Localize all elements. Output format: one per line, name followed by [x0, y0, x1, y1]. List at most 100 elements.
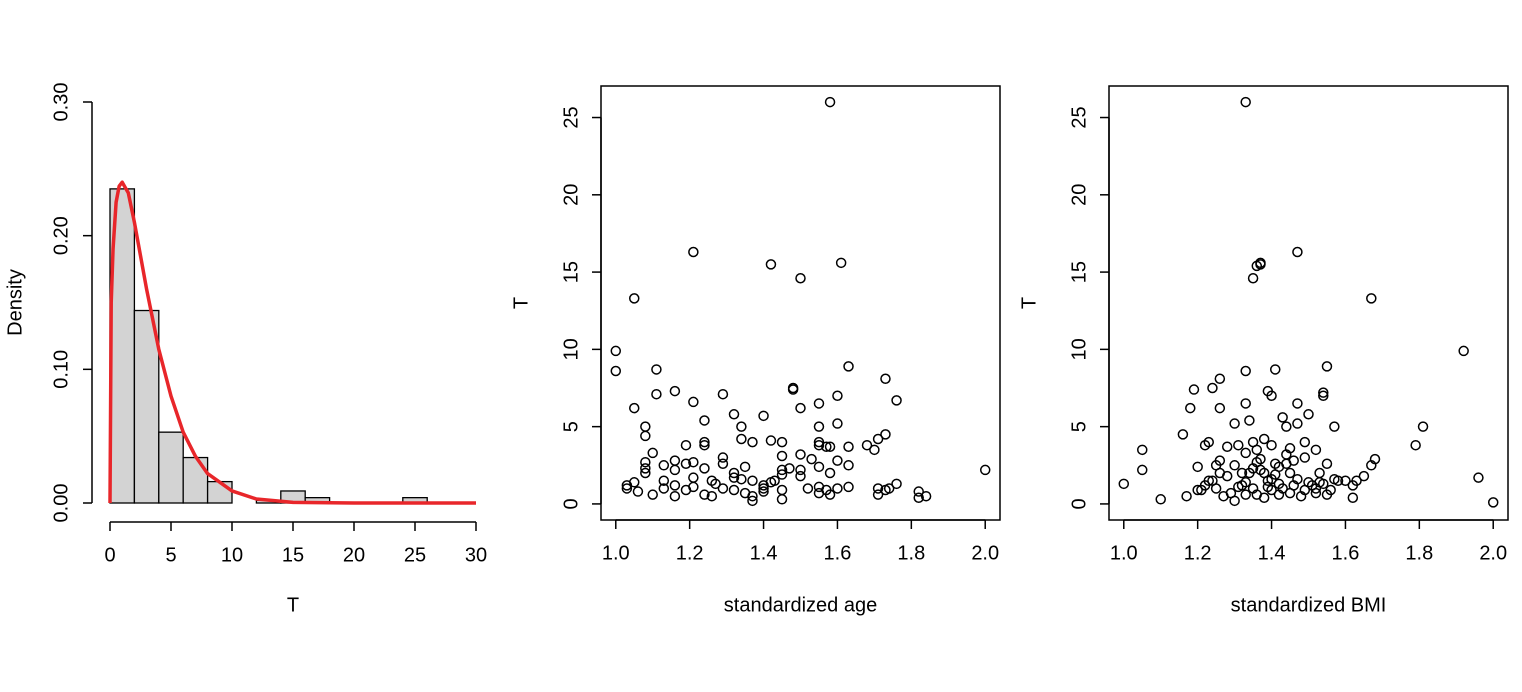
scatter-point — [872, 483, 884, 494]
scatter-point — [1314, 477, 1325, 488]
scatter-point — [1288, 480, 1299, 491]
scatter-point — [832, 483, 843, 494]
x-tick-label: 30 — [465, 544, 487, 566]
scatter-point — [736, 433, 747, 445]
x-tick-label: 1.6 — [1332, 542, 1360, 564]
scatter-point — [680, 439, 692, 451]
scatter-point — [1310, 444, 1322, 456]
scatter-point — [1207, 475, 1218, 486]
y-tick-label: 0 — [560, 498, 582, 509]
scatter-point — [688, 246, 699, 258]
scatter-point — [1247, 273, 1259, 284]
scatter-point — [647, 489, 658, 500]
scatter-point — [1266, 390, 1277, 401]
x-tick-label: 2.0 — [971, 542, 999, 564]
y-tick-label: 20 — [1068, 184, 1090, 206]
scatter-point — [832, 390, 843, 401]
x-tick-label: 20 — [343, 544, 365, 566]
scatter-point — [1284, 467, 1296, 479]
scatter-point — [640, 430, 651, 442]
scatter-point — [669, 480, 681, 491]
scatter-point — [821, 441, 832, 452]
scatter-point — [1314, 467, 1325, 479]
scatter-point — [1229, 418, 1240, 429]
scatter-point — [1196, 484, 1207, 496]
scatter-point — [787, 384, 799, 395]
scatter-point — [1351, 475, 1362, 486]
scatter-point — [736, 473, 747, 485]
scatter-point — [913, 486, 924, 497]
x-tick-label: 0 — [104, 544, 115, 566]
scatter-point — [699, 489, 710, 500]
scatter-point — [728, 409, 740, 420]
histogram-bar — [133, 309, 160, 504]
scatter-point — [651, 364, 662, 375]
scatter-point — [747, 436, 758, 448]
scatter-point — [669, 464, 681, 476]
scatter-point — [728, 467, 740, 479]
scatter-point — [747, 475, 758, 486]
scatter-point — [1299, 484, 1311, 496]
x-tick-label: 1.2 — [676, 542, 704, 564]
scatter-point — [1255, 453, 1266, 465]
scatter-point — [739, 461, 751, 473]
scatter-point — [717, 483, 729, 494]
scatter-point — [1347, 492, 1359, 503]
scatter-point — [1410, 439, 1421, 451]
scatter-point — [1214, 402, 1226, 414]
scatter-point — [717, 388, 729, 400]
scatter-point — [629, 293, 640, 304]
scatter-point — [758, 486, 769, 497]
scatter-point — [688, 456, 699, 468]
scatter-point — [651, 388, 662, 400]
scatter-point — [1137, 444, 1148, 456]
y-tick-label: 20 — [560, 184, 582, 206]
scatter-point — [669, 455, 681, 466]
scatter-point — [1218, 490, 1229, 502]
scatter-point — [813, 436, 825, 448]
scatter-point — [699, 415, 710, 426]
scatter-point — [872, 489, 884, 500]
scatter-point — [717, 458, 729, 469]
scatter-point — [891, 395, 902, 406]
scatter-point — [1266, 439, 1277, 451]
x-tick-label: 1.4 — [750, 542, 778, 564]
scatter-point — [1240, 398, 1251, 409]
y-tick-label: 10 — [1068, 338, 1090, 360]
scatter-point — [640, 467, 651, 479]
y-tick-label: 0.00 — [50, 484, 72, 523]
scatter-point — [1192, 461, 1203, 473]
y-axis-label: T — [1018, 297, 1040, 309]
scatter-point — [1240, 96, 1251, 108]
scatter-point — [1258, 433, 1270, 445]
scatter-point — [706, 490, 718, 502]
scatter-point — [891, 478, 902, 490]
scatter-point — [1292, 418, 1303, 429]
scatter-point — [1214, 455, 1226, 466]
scatter-point — [979, 464, 991, 476]
x-tick-label: 1.8 — [1405, 542, 1433, 564]
scatter-point — [813, 421, 825, 432]
scatter-point — [824, 96, 836, 108]
plot-box — [600, 85, 1001, 521]
scatter-point — [688, 472, 699, 483]
scatter-point — [795, 402, 806, 414]
scatter-point — [1262, 475, 1274, 486]
scatter-point — [1277, 412, 1288, 423]
scatter-point — [610, 365, 622, 377]
scatter-point — [1214, 373, 1226, 384]
y-tick-label: 0.30 — [50, 83, 72, 122]
scatter-point — [1303, 409, 1314, 420]
scatter-point — [688, 396, 699, 408]
scatter-point — [920, 490, 932, 502]
scatter-point — [758, 410, 769, 422]
scatter-point — [1321, 458, 1333, 469]
scatter-point — [769, 475, 780, 486]
scatter-point — [1244, 467, 1255, 479]
scatter-point — [1240, 365, 1251, 377]
scatter-point — [647, 447, 658, 459]
scatter-point — [699, 463, 710, 474]
scatter-point — [832, 455, 843, 466]
scatter-point — [1251, 444, 1263, 456]
scatter-point — [843, 460, 854, 471]
